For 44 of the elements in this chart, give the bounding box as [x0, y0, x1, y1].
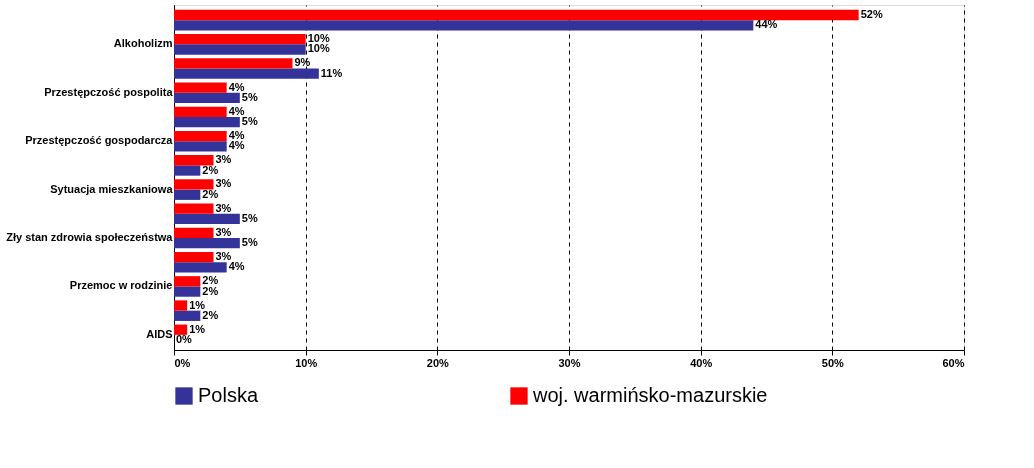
legend-label: Polska — [198, 384, 259, 406]
data-label: 3% — [215, 177, 232, 190]
data-label: 1% — [189, 298, 206, 311]
data-label: 5% — [241, 90, 258, 103]
data-label: 4% — [228, 104, 245, 117]
x-tick-label: 50% — [821, 356, 845, 369]
y-tick-label: Sytuacja mieszkaniowa — [50, 182, 174, 195]
data-label: 2% — [202, 308, 219, 321]
data-label: 4% — [228, 260, 245, 273]
y-tick-label: Przemoc w rodzinie — [69, 279, 173, 292]
data-label: 3% — [215, 201, 232, 214]
data-label: 4% — [228, 80, 245, 93]
y-tick-label: AIDS — [146, 327, 173, 340]
data-label: 52% — [860, 7, 883, 20]
data-label: 5% — [241, 236, 258, 249]
data-label: 0% — [176, 333, 193, 346]
data-label: 44% — [755, 18, 778, 31]
x-tick-label: 60% — [942, 356, 965, 369]
x-tick-label: 10% — [295, 356, 318, 369]
x-tick-label: 30% — [558, 356, 581, 369]
data-label: 3% — [215, 225, 232, 238]
data-label: 9% — [294, 56, 311, 69]
data-label: 4% — [228, 139, 245, 152]
data-label: 5% — [241, 211, 258, 224]
data-label: 3% — [215, 250, 232, 263]
y-tick-label: Przestępczość pospolita — [44, 85, 174, 98]
data-label: 10% — [307, 32, 330, 45]
data-label: 2% — [202, 187, 219, 200]
legend-label: woj. warmińsko-mazurskie — [532, 384, 768, 406]
data-label: 4% — [228, 129, 245, 142]
y-tick-label: Zły stan zdrowia społeczeństwa — [6, 231, 174, 244]
data-label: 1% — [189, 322, 206, 335]
y-tick-label: Przestępczość gospodarcza — [25, 134, 174, 147]
data-label: 10% — [307, 42, 330, 55]
data-label: 5% — [241, 115, 258, 128]
y-tick-label: Alkoholizm — [113, 37, 173, 50]
data-label: 2% — [202, 284, 219, 297]
x-tick-label: 0% — [174, 356, 191, 369]
x-tick-label: 40% — [690, 356, 713, 369]
x-tick-label: 20% — [426, 356, 450, 369]
data-label: 11% — [320, 66, 343, 79]
data-label: 2% — [202, 274, 219, 287]
data-label: 2% — [202, 163, 219, 176]
data-label: 3% — [215, 153, 232, 166]
